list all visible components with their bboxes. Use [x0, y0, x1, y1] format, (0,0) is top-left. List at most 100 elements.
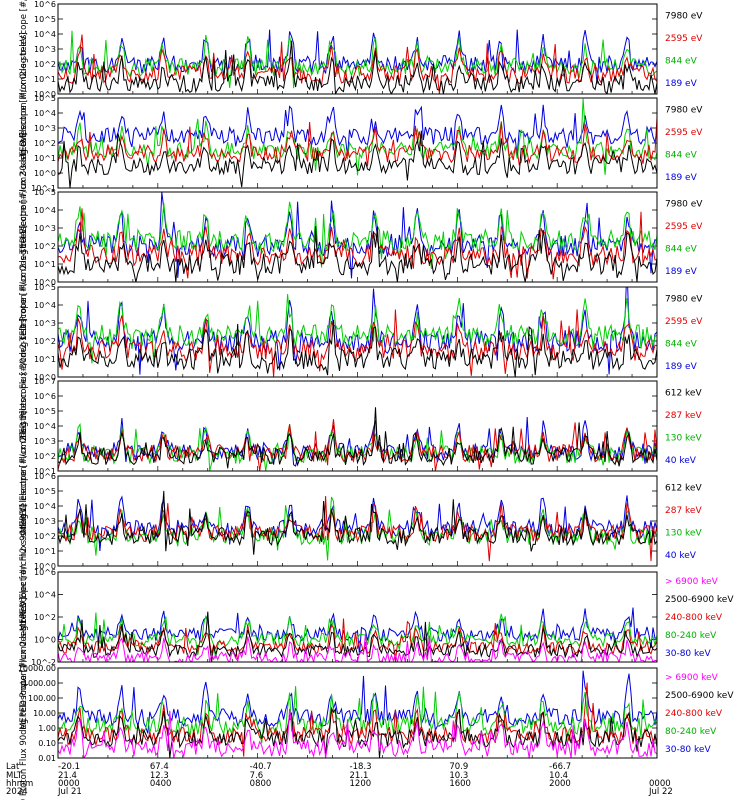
footer-value-mlt: 21.4	[58, 771, 77, 781]
series-line-3	[58, 201, 657, 269]
y-tick-label: 100.00	[28, 694, 56, 703]
legend-entry: 240-800 keV	[665, 709, 723, 719]
flux-panel-1: TED Electron Flux 0deg telescope [#/cm2-…	[19, 0, 703, 158]
panel-frame	[57, 191, 658, 283]
footer-value-mlt: 10.4	[549, 771, 568, 781]
legend-entry: 7980 eV	[665, 199, 703, 209]
legend-entry: > 6900 keV	[665, 577, 719, 587]
legend-entry: 189 eV	[665, 173, 698, 183]
y-tick-label: 10^5	[34, 407, 56, 416]
footer-value-hhmm: 0000	[649, 779, 671, 789]
footer-value-mlt: 7.6	[250, 771, 264, 781]
y-tick-label: 10^1	[34, 355, 56, 364]
series-line-1	[58, 708, 657, 758]
legend-entry: 189 eV	[665, 267, 698, 277]
y-tick-label: 10^6	[34, 472, 56, 481]
y-tick-label: 10^1	[34, 154, 56, 163]
series-line-1	[58, 319, 657, 377]
footer-value-hhmm: 1600	[449, 779, 471, 789]
y-tick-label: 10^6	[34, 568, 56, 577]
legend-entry: 2500-6900 keV	[665, 691, 734, 701]
flux-panel-3: TED Proton Flux 0deg telescope [#/cm2-s-…	[19, 133, 703, 343]
series-line-2	[58, 611, 657, 662]
series-line-1	[58, 40, 657, 94]
footer-value-lat: 70.9	[449, 762, 468, 772]
series-line-1	[58, 407, 657, 469]
series-line-2	[58, 706, 657, 758]
series-line-5	[58, 670, 657, 734]
footer-value-hhmm: 0000	[58, 779, 80, 789]
series-line-1	[58, 490, 657, 555]
legend-entry: 130 keV	[665, 433, 702, 443]
legend-entry: > 6900 keV	[665, 673, 719, 683]
legend-entry: 130 keV	[665, 528, 702, 538]
y-tick-label: 10^0	[34, 636, 56, 645]
y-tick-label: 10^3	[34, 45, 56, 54]
y-tick-label: 10^3	[34, 437, 56, 446]
panel-ylabel: TED Proton Flux 30deg telescope [#/cm2-s…	[19, 225, 29, 440]
y-tick-label: 10^0	[34, 373, 56, 382]
footer-value-lat: 67.4	[150, 762, 169, 772]
legend-entry: 2595 eV	[665, 34, 703, 44]
footer-value-mlt: 21.1	[350, 771, 369, 781]
panel-frame	[57, 380, 658, 472]
y-tick-label: 10^2	[34, 60, 56, 69]
legend-entry: 240-800 keV	[665, 613, 723, 623]
panel-frame	[57, 97, 658, 189]
panel-frame	[57, 475, 658, 567]
panel-frame	[57, 571, 658, 663]
y-tick-label: 10^1	[34, 75, 56, 84]
legend-entry: 844 eV	[665, 56, 698, 66]
y-tick-label: 10^7	[34, 377, 56, 386]
y-tick-label: 10^4	[34, 301, 56, 310]
panels: TED Electron Flux 0deg telescope [#/cm2-…	[18, 0, 735, 800]
legend-entry: 287 keV	[665, 411, 702, 421]
legend-entry: 7980 eV	[665, 105, 703, 115]
footer-value-mlt: 12.3	[150, 771, 169, 781]
series-line-5	[58, 607, 657, 655]
flux-panel-6: MEPED Electron Flux 90deg telescope [#/c…	[19, 411, 702, 632]
y-tick-label: 1000.00	[23, 679, 56, 688]
footer-value-lat: -20.1	[58, 762, 80, 772]
panel-frame	[57, 286, 658, 378]
panel-frame	[57, 3, 658, 95]
y-tick-label: 10^0	[34, 562, 56, 571]
legend-entry: 80-240 keV	[665, 727, 717, 737]
series-line-2	[58, 495, 657, 562]
series-line-2	[58, 117, 657, 167]
series-line-1	[58, 226, 657, 282]
footer-value-hhmm: 0800	[250, 779, 272, 789]
panel-frame	[57, 667, 658, 759]
footer-value-hhmm: 1200	[350, 779, 372, 789]
y-tick-label: 10^1	[34, 547, 56, 556]
panel-ylabel: TED Proton Flux 0deg telescope [#/cm2-s-…	[19, 133, 29, 343]
y-tick-label: 10^5	[34, 487, 56, 496]
flux-panel-8: MEPED Proton Flux 90deg telescope [#/cm2…	[18, 597, 735, 800]
y-tick-label: 10^2	[34, 242, 56, 251]
y-tick-label: 10^-2	[31, 658, 56, 667]
y-tick-label: 0.01	[38, 754, 56, 763]
series-line-2	[58, 419, 657, 471]
y-tick-label: 10^5	[34, 188, 56, 197]
legend-entry: 287 keV	[665, 506, 702, 516]
y-tick-label: 10^6	[34, 0, 56, 9]
panel-ylabel: TED Electron Flux 0deg telescope [#/cm2-…	[19, 0, 29, 158]
legend-entry: 7980 eV	[665, 294, 703, 304]
y-tick-label: 10^3	[34, 517, 56, 526]
y-tick-label: 10^0	[34, 90, 56, 99]
legend-entry: 189 eV	[665, 79, 698, 89]
legend-entry: 7980 eV	[665, 11, 703, 21]
series-line-4	[58, 29, 657, 84]
y-tick-label: 10^2	[34, 139, 56, 148]
y-tick-label: 10^4	[34, 30, 56, 39]
series-line-1	[58, 130, 657, 188]
footer-row-label: MLT	[6, 771, 23, 781]
series-line-4	[58, 495, 657, 551]
series-line-4	[58, 612, 657, 659]
y-tick-label: 10^0	[34, 169, 56, 178]
y-tick-label: 10^6	[34, 392, 56, 401]
panel-ylabel: TED Electron Flux 30deg telescope [#/cm2…	[19, 32, 29, 254]
y-tick-label: 10^0	[34, 278, 56, 287]
footer-row-label: hhmm	[6, 779, 33, 789]
